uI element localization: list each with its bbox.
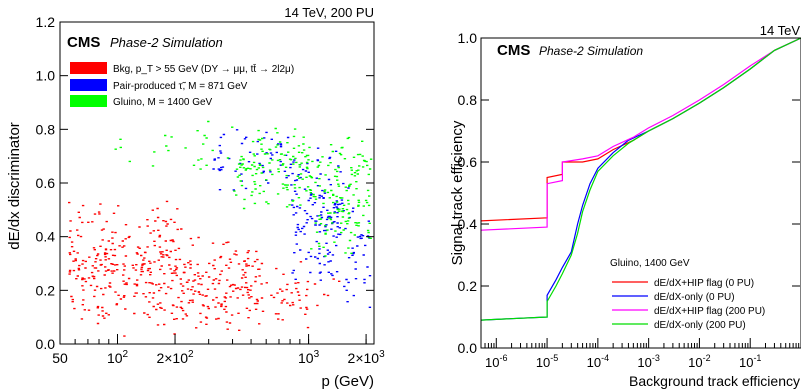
left-series-2-region-2 bbox=[308, 136, 373, 257]
right-legend: Gluino, 1400 GeV dE/dX+HIP flag (0 PU) d… bbox=[610, 258, 765, 331]
left-legend: Bkg, p_T > 55 GeV (DY → μμ, tt̄ → 2l2μ) … bbox=[70, 62, 294, 108]
left-axis-ticks: 0.0 0.2 0.4 0.6 0.8 1.0 1.2 50 102 2×102 103 2×103 bbox=[36, 14, 386, 366]
left-x-tick-label: 102 bbox=[107, 349, 129, 366]
right-plot-frame bbox=[480, 37, 801, 349]
left-header-right: 14 TeV, 200 PU bbox=[284, 5, 374, 20]
right-y-tick-label: 0.0 bbox=[458, 340, 478, 356]
left-x-tick-label: 103 bbox=[298, 349, 320, 366]
right-legend-title: Gluino, 1400 GeV bbox=[610, 258, 690, 269]
left-series-2-region-1 bbox=[233, 127, 311, 210]
left-y-tick-label: 0.2 bbox=[36, 282, 56, 298]
right-x-tick-label: 10-3 bbox=[637, 353, 659, 370]
left-scatter-chart: 14 TeV, 200 PU dE/dx discriminator 0.00.… bbox=[6, 5, 385, 390]
left-x-tick-label: 50 bbox=[52, 350, 68, 366]
right-roc-chart: Signal track efficiency 0.0 0.2 0.4 0.6 0.8 1… bbox=[449, 23, 801, 389]
right-y-tick-label: 0.6 bbox=[458, 154, 478, 170]
right-y-tick-label: 0.2 bbox=[458, 278, 478, 294]
right-x-axis-label: Background track efficiency bbox=[629, 373, 800, 389]
right-axis-ticks: 0.0 0.2 0.4 0.6 0.8 1.0 10-6 10-5 10-4 10-3 10-2 10… bbox=[458, 30, 800, 370]
left-series-0-region-0 bbox=[68, 200, 186, 337]
right-header-right: 14 TeV bbox=[760, 23, 801, 38]
right-legend-label-dedx-0pu: dE/dX-only (0 PU) bbox=[654, 292, 735, 303]
left-cms-label: CMS bbox=[67, 34, 100, 51]
left-x-tick-label: 2×103 bbox=[348, 349, 386, 366]
left-cms-sublabel: Phase-2 Simulation bbox=[110, 35, 223, 50]
left-x-tick-label: 2×102 bbox=[156, 349, 194, 366]
right-cms-label: CMS bbox=[497, 42, 530, 59]
left-legend-swatch-gluino bbox=[70, 95, 107, 107]
right-legend-label-hip-200pu: dE/dX+HIP flag (200 PU) bbox=[654, 306, 765, 317]
left-y-tick-label: 0.6 bbox=[36, 175, 56, 191]
right-series-line-2 bbox=[480, 37, 801, 231]
left-legend-label-gluino: Gluino, M = 1400 GeV bbox=[113, 97, 213, 108]
left-series-0-region-3 bbox=[323, 278, 341, 297]
right-legend-label-hip-0pu: dE/dX+HIP flag (0 PU) bbox=[654, 278, 754, 289]
right-y-tick-label: 0.4 bbox=[458, 216, 478, 232]
left-legend-label-stau: Pair-produced τ̃, M = 871 GeV bbox=[113, 81, 248, 92]
left-series-0-region-1 bbox=[183, 236, 263, 331]
left-series-1 bbox=[212, 129, 372, 308]
right-series-line-3 bbox=[480, 37, 801, 321]
left-series-0-region-2 bbox=[260, 261, 319, 329]
right-y-tick-label: 0.8 bbox=[458, 92, 478, 108]
right-x-tick-label: 10-1 bbox=[739, 353, 761, 370]
left-y-tick-label: 1.0 bbox=[36, 68, 56, 84]
right-legend-label-dedx-200pu: dE/dX-only (200 PU) bbox=[654, 320, 746, 331]
left-scatter-points bbox=[68, 120, 373, 337]
left-series-1-region-2 bbox=[342, 187, 372, 308]
left-series-2 bbox=[114, 120, 373, 257]
left-y-tick-label: 0.0 bbox=[36, 336, 56, 352]
right-series-line-0 bbox=[480, 37, 801, 222]
left-x-axis-label: p (GeV) bbox=[321, 373, 374, 390]
right-x-tick-label: 10-6 bbox=[485, 353, 507, 370]
right-x-tick-label: 10-2 bbox=[688, 353, 710, 370]
left-legend-label-bkg: Bkg, p_T > 55 GeV (DY → μμ, tt̄ → 2l2μ) bbox=[113, 63, 294, 75]
right-x-tick-label: 10-5 bbox=[536, 353, 558, 370]
right-roc-lines bbox=[480, 37, 801, 321]
left-legend-swatch-stau bbox=[70, 79, 107, 91]
right-x-tick-label: 10-4 bbox=[587, 353, 609, 370]
left-y-tick-label: 1.2 bbox=[36, 14, 56, 30]
right-cms-sublabel: Phase-2 Simulation bbox=[539, 44, 643, 58]
left-y-tick-label: 0.4 bbox=[36, 229, 56, 245]
left-y-tick-label: 0.8 bbox=[36, 121, 56, 137]
left-series-0 bbox=[68, 200, 341, 337]
right-y-tick-label: 1.0 bbox=[458, 30, 478, 46]
left-series-2-region-0 bbox=[114, 120, 234, 170]
right-y-axis-label: Signal track efficiency bbox=[449, 120, 466, 265]
left-y-axis-label: dE/dx discriminator bbox=[6, 122, 23, 250]
left-legend-swatch-bkg bbox=[70, 62, 107, 74]
